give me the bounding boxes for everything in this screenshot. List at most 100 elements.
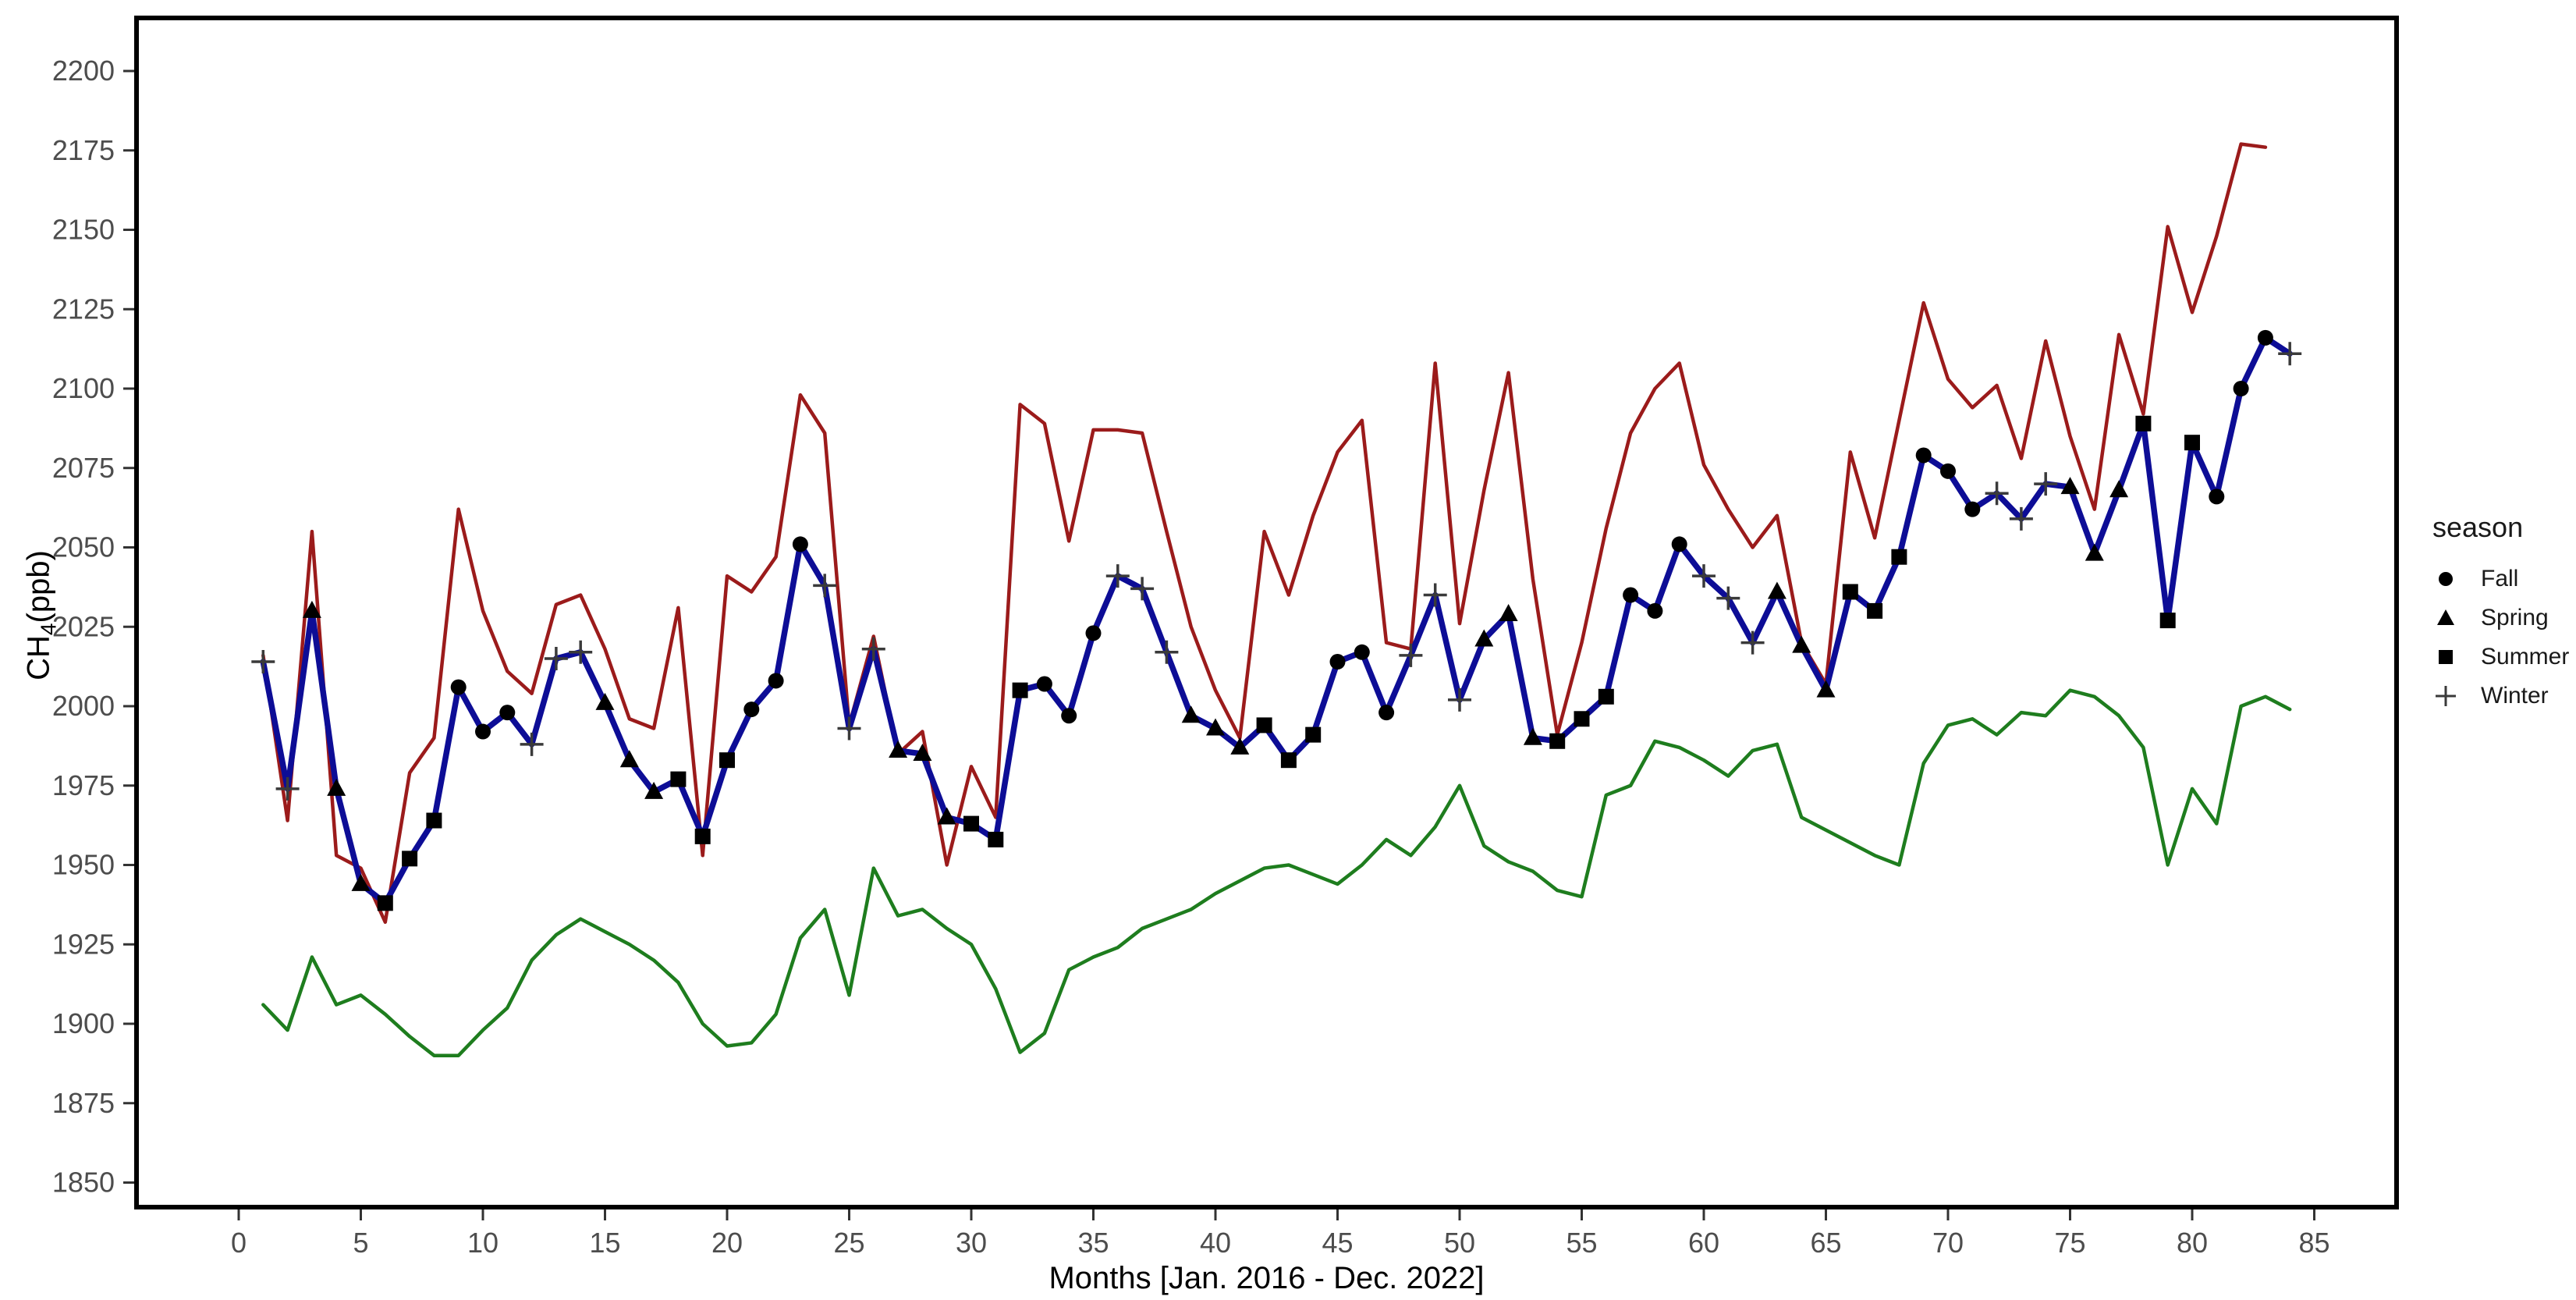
y-tick-label: 2100: [52, 372, 115, 404]
x-tick-label: 30: [956, 1227, 987, 1259]
spring-triangle-marker: [1816, 680, 1836, 698]
winter-plus-marker: [1985, 481, 2009, 506]
x-tick-label: 10: [467, 1227, 499, 1259]
spring-triangle-marker: [913, 744, 932, 762]
legend-item-fall: Fall: [2432, 566, 2576, 592]
y-axis: 1850 1875 1900 1925 1950 1975 2000 2025 2050 2075…: [52, 55, 134, 1199]
summer-square-marker: [1842, 584, 1858, 600]
fall-circle-marker: [499, 705, 516, 721]
x-tick-label: 60: [1688, 1227, 1719, 1259]
summer-square-marker: [988, 831, 1004, 847]
fall-circle-marker: [792, 536, 808, 552]
fall-circle-marker: [1329, 654, 1346, 670]
spring-triangle-marker: [644, 781, 664, 799]
fall-circle-marker: [1940, 463, 1956, 479]
summer-square-marker: [963, 815, 979, 832]
fall-circle-marker: [1061, 708, 1077, 724]
winter-plus-marker: [275, 776, 300, 801]
legend-label: Spring: [2481, 605, 2549, 630]
fall-circle-marker: [1354, 644, 1370, 660]
legend-label: Winter: [2481, 683, 2549, 709]
winter-plus-marker: [251, 650, 275, 674]
winter-plus-marker: [544, 646, 568, 670]
spring-triangle-marker: [1230, 737, 1250, 755]
winter-plus-marker: [1448, 687, 1471, 712]
x-tick-label: 50: [1444, 1227, 1475, 1259]
spring-triangle-marker: [2060, 477, 2080, 495]
summer-square-marker: [1012, 682, 1028, 698]
fall-circle-marker: [1378, 705, 1395, 721]
spring-triangle-marker: [1523, 727, 1542, 745]
y-tick-label: 2125: [52, 293, 115, 325]
summer-square-marker: [1867, 602, 1883, 619]
fall-circle-marker: [1915, 447, 1932, 464]
summer-square-marker: [1305, 726, 1322, 743]
x-axis: 0 5 10 15 20 25 30 35 40 45 50 55 60 65 70 75 80 85: [231, 1209, 2330, 1259]
winter-plus-marker: [813, 574, 837, 598]
max-line: [261, 142, 2268, 925]
y-tick-label: 2000: [52, 690, 115, 722]
fall-circle-marker: [1671, 536, 1687, 552]
x-tick-label: 5: [353, 1227, 368, 1259]
legend-item-summer: Summer: [2432, 644, 2576, 670]
winter-plus-marker: [861, 637, 885, 661]
spring-triangle-marker: [595, 692, 615, 710]
winter-plus-marker: [569, 640, 593, 664]
x-tick-label: 35: [1077, 1227, 1109, 1259]
summer-square-marker: [719, 752, 735, 769]
square-icon: [2439, 650, 2453, 664]
circle-icon: [2439, 572, 2453, 586]
summer-square-marker: [694, 828, 711, 844]
legend-item-winter: Winter: [2432, 683, 2576, 709]
x-tick-label: 70: [1932, 1227, 1964, 1259]
winter-plus-marker: [1130, 577, 1155, 601]
spring-triangle-marker: [1792, 635, 1811, 653]
x-tick-label: 65: [1810, 1227, 1841, 1259]
fall-circle-marker: [1036, 676, 1052, 692]
winter-plus-marker: [1399, 643, 1423, 667]
spring-triangle-marker: [1474, 629, 1494, 647]
x-tick-label: 0: [231, 1227, 247, 1259]
winter-plus-marker: [520, 732, 544, 756]
x-tick-label: 75: [2054, 1227, 2085, 1259]
min-line: [261, 688, 2292, 1057]
x-axis-title: Months [Jan. 2016 - Dec. 2022]: [1048, 1261, 1485, 1295]
y-tick-label: 1900: [52, 1007, 115, 1039]
summer-square-marker: [426, 812, 442, 829]
legend-label: Summer: [2481, 644, 2570, 670]
fall-circle-marker: [450, 679, 467, 695]
y-tick-label: 2075: [52, 452, 115, 484]
x-tick-label: 40: [1200, 1227, 1231, 1259]
panel-border: [134, 16, 2399, 1209]
y-tick-label: 2200: [52, 55, 115, 87]
winter-plus-marker: [2009, 506, 2033, 531]
y-tick-label: 2175: [52, 134, 115, 166]
spring-triangle-marker: [302, 600, 321, 618]
summer-square-marker: [377, 895, 393, 911]
winter-plus-marker: [1692, 564, 1716, 588]
summer-square-marker: [2159, 613, 2176, 629]
spring-triangle-marker: [937, 807, 956, 825]
spring-triangle-marker: [619, 750, 639, 768]
legend: season Fall Spring Summer Winter: [2432, 511, 2576, 722]
spring-triangle-marker: [889, 740, 908, 758]
y-tick-label: 1925: [52, 928, 115, 960]
winter-plus-marker: [2278, 342, 2302, 366]
summer-square-marker: [1280, 752, 1297, 769]
x-tick-label: 25: [833, 1227, 864, 1259]
spring-triangle-marker: [2085, 543, 2104, 561]
fall-circle-marker: [2257, 329, 2273, 346]
winter-plus-marker: [1105, 564, 1130, 588]
summer-square-marker: [2184, 435, 2200, 451]
summer-square-marker: [670, 771, 687, 787]
x-tick-label: 20: [711, 1227, 743, 1259]
summer-square-marker: [1574, 711, 1590, 727]
legend-title: season: [2432, 511, 2524, 543]
y-tick-label: 1850: [52, 1167, 115, 1199]
summer-square-marker: [2135, 415, 2152, 432]
winter-plus-marker: [1423, 583, 1447, 607]
y-tick-label: 1875: [52, 1087, 115, 1119]
spring-triangle-marker: [351, 873, 371, 891]
spring-triangle-marker: [1499, 603, 1518, 621]
